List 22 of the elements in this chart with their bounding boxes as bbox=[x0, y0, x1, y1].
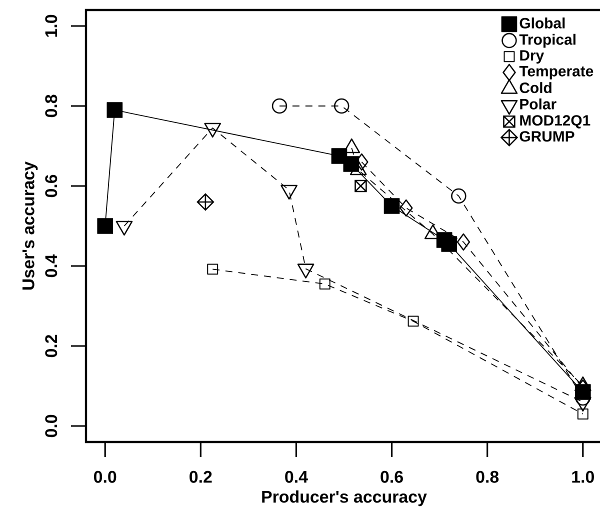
legend-label: Tropical bbox=[519, 34, 576, 48]
y-tick-label: 0.6 bbox=[45, 174, 58, 198]
x-tick-label: 0.8 bbox=[476, 470, 499, 483]
x-tick-label: 0.2 bbox=[190, 470, 212, 483]
y-tick-label: 0.8 bbox=[45, 94, 58, 118]
x-tick-label: 0.0 bbox=[94, 470, 116, 483]
x-tick-label: 0.6 bbox=[380, 470, 403, 483]
legend-label: Temperate bbox=[519, 66, 594, 80]
y-tick-label: 0.2 bbox=[45, 334, 58, 358]
x-tick-label: 1.0 bbox=[572, 470, 594, 483]
legend-label: Dry bbox=[520, 50, 544, 64]
y-axis-title: User's accuracy bbox=[22, 161, 38, 290]
y-tick-label: 1.0 bbox=[45, 14, 58, 37]
legend-label: Cold bbox=[520, 82, 552, 94]
x-axis-title: Producer's accuracy bbox=[262, 490, 427, 506]
legend-label: GRUMP bbox=[520, 131, 574, 142]
legend-label: Global bbox=[520, 18, 565, 28]
y-tick-label: 0.0 bbox=[45, 414, 58, 438]
legend-label: MOD12Q1 bbox=[520, 115, 590, 128]
legend-label: Polar bbox=[520, 98, 556, 110]
x-tick-label: 0.4 bbox=[285, 470, 308, 483]
y-tick-label: 0.4 bbox=[45, 254, 58, 278]
